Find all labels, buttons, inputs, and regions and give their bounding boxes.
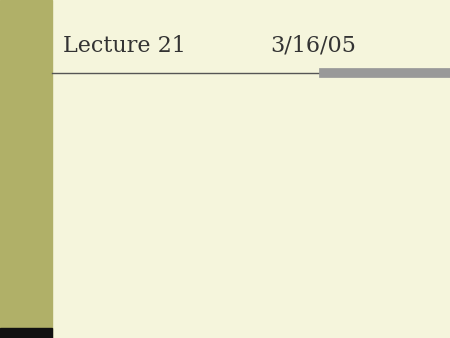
Text: 3/16/05: 3/16/05 (270, 34, 356, 57)
Text: Lecture 21: Lecture 21 (63, 34, 186, 57)
Bar (0, 0, 52, 338)
Bar (0, 328, 52, 338)
